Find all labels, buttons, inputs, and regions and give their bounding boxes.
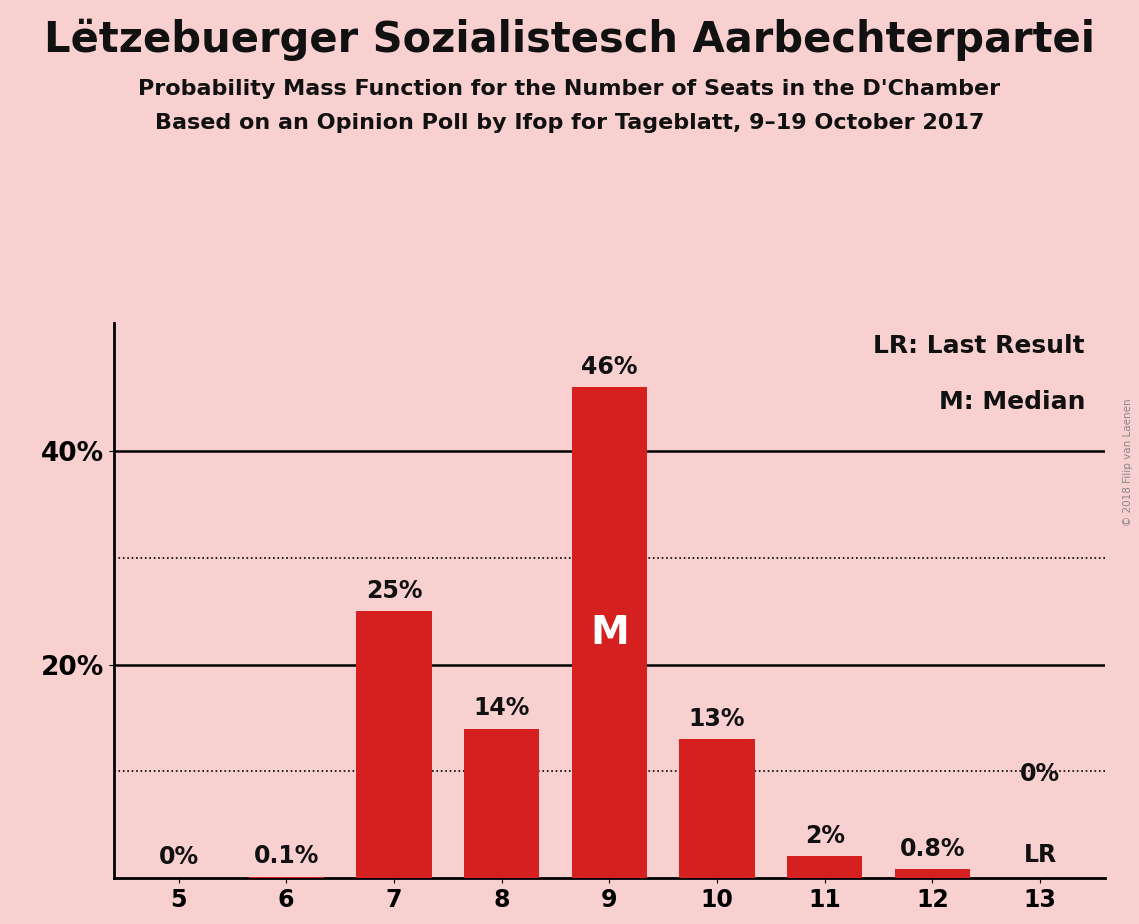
Text: 2%: 2% [805, 824, 845, 848]
Text: Based on an Opinion Poll by Ifop for Tageblatt, 9–19 October 2017: Based on an Opinion Poll by Ifop for Tag… [155, 113, 984, 133]
Text: 0.1%: 0.1% [254, 845, 319, 869]
Bar [895, 869, 970, 878]
Text: 25%: 25% [366, 578, 423, 602]
Text: 13%: 13% [689, 707, 745, 731]
Text: 0%: 0% [158, 845, 198, 869]
Bar [248, 877, 323, 878]
Text: M: M [590, 614, 629, 651]
Bar [464, 728, 540, 878]
Text: M: Median: M: Median [939, 390, 1085, 414]
Bar [679, 739, 755, 878]
Text: 0.8%: 0.8% [900, 837, 965, 861]
Text: 14%: 14% [474, 696, 530, 720]
Text: Lëtzebuerger Sozialistesch Aarbechterpartei: Lëtzebuerger Sozialistesch Aarbechterpar… [44, 18, 1095, 61]
Text: 0%: 0% [1021, 761, 1060, 785]
Text: LR: LR [1024, 843, 1057, 867]
Text: LR: Last Result: LR: Last Result [874, 334, 1085, 359]
Bar [357, 612, 432, 878]
Text: Probability Mass Function for the Number of Seats in the D'Chamber: Probability Mass Function for the Number… [139, 79, 1000, 99]
Bar [787, 857, 862, 878]
Bar [572, 387, 647, 878]
Text: © 2018 Filip van Laenen: © 2018 Filip van Laenen [1123, 398, 1133, 526]
Text: 46%: 46% [581, 355, 638, 379]
